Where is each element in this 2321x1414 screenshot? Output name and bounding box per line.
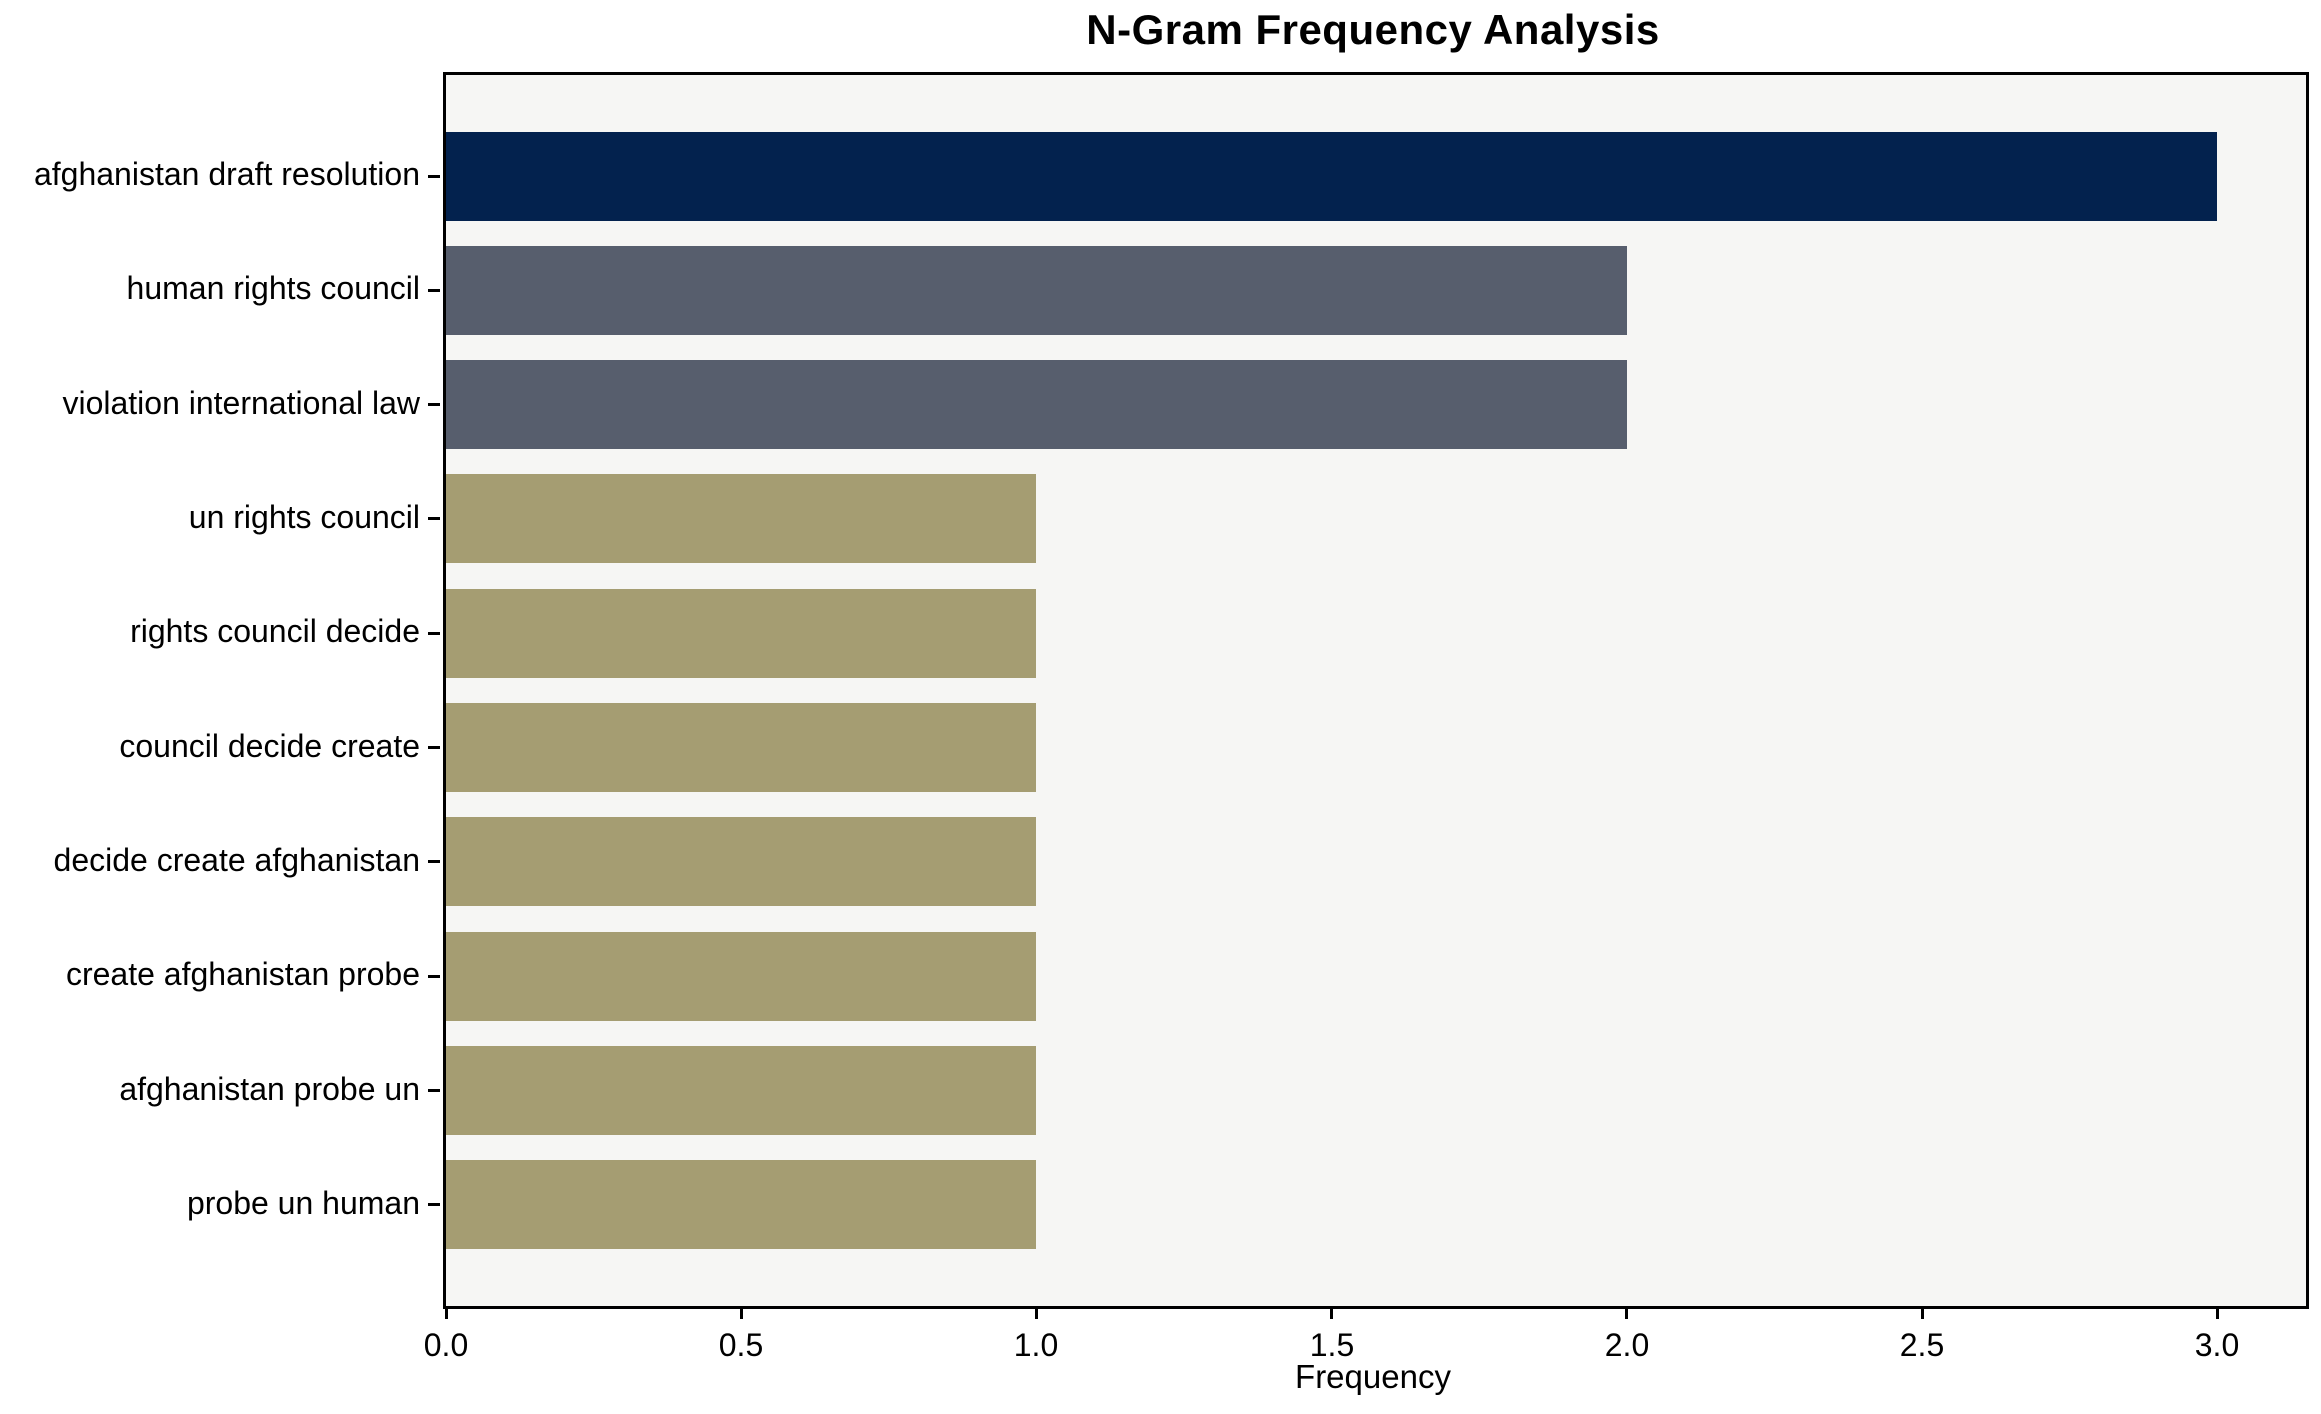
y-tick-label: un rights council xyxy=(188,499,420,536)
y-tick-mark xyxy=(428,403,440,406)
y-tick-label: afghanistan draft resolution xyxy=(33,156,420,193)
x-tick-mark xyxy=(1035,1309,1038,1319)
y-tick-mark xyxy=(428,289,440,292)
bar-rights-council-decide xyxy=(446,588,1036,678)
y-tick-label: human rights council xyxy=(126,270,420,307)
x-tick-mark xyxy=(445,1309,448,1319)
chart-title: N-Gram Frequency Analysis xyxy=(1086,6,1660,53)
x-tick-label: 2.5 xyxy=(1899,1327,1945,1363)
plot-area xyxy=(443,72,2309,1309)
x-tick-label: 2.0 xyxy=(1604,1327,1650,1363)
x-tick-mark xyxy=(1330,1309,1333,1319)
x-axis-label: Frequency xyxy=(1295,1358,1451,1395)
y-tick-mark xyxy=(428,632,440,635)
y-tick-label: afghanistan probe un xyxy=(119,1071,420,1108)
x-tick-mark xyxy=(740,1309,743,1319)
y-tick-mark xyxy=(428,517,440,520)
x-tick-mark xyxy=(2216,1309,2219,1319)
x-tick-label: 0.5 xyxy=(718,1327,764,1363)
y-tick-label: create afghanistan probe xyxy=(65,956,420,993)
bar-human-rights-council xyxy=(446,245,1627,335)
y-tick-label: probe un human xyxy=(186,1185,420,1222)
y-tick-mark xyxy=(428,175,440,178)
x-tick-mark xyxy=(1921,1309,1924,1319)
x-tick-mark xyxy=(1625,1309,1628,1319)
x-tick-label: 0.0 xyxy=(423,1327,469,1363)
y-tick-mark xyxy=(428,1203,440,1206)
y-tick-label: council decide create xyxy=(119,728,420,765)
y-tick-mark xyxy=(428,746,440,749)
bar-decide-create-afghanistan xyxy=(446,817,1036,907)
bar-un-rights-council xyxy=(446,474,1036,564)
x-tick-label: 1.5 xyxy=(1309,1327,1355,1363)
y-tick-mark xyxy=(428,860,440,863)
bar-create-afghanistan-probe xyxy=(446,931,1036,1021)
y-tick-label: violation international law xyxy=(62,385,420,422)
bar-afghanistan-draft-resolution xyxy=(446,131,2217,221)
y-tick-label: decide create afghanistan xyxy=(53,842,420,879)
y-tick-label: rights council decide xyxy=(130,613,420,650)
bar-council-decide-create xyxy=(446,703,1036,793)
y-tick-mark xyxy=(428,1089,440,1092)
x-tick-label: 3.0 xyxy=(2194,1327,2240,1363)
bar-probe-un-human xyxy=(446,1160,1036,1250)
bar-violation-international-law xyxy=(446,360,1627,450)
y-tick-mark xyxy=(428,975,440,978)
bar-afghanistan-probe-un xyxy=(446,1046,1036,1136)
x-tick-label: 1.0 xyxy=(1013,1327,1059,1363)
